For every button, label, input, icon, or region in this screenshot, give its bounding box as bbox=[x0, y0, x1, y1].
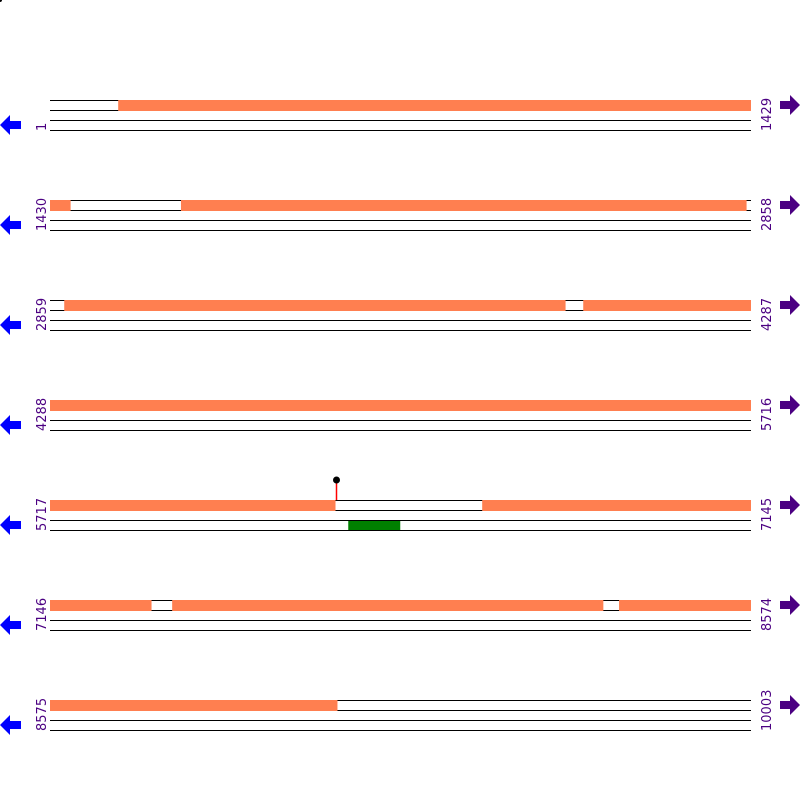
feature-segment[interactable] bbox=[180, 200, 747, 211]
lollipop-head[interactable] bbox=[333, 476, 340, 484]
row-start-label: 5717 bbox=[35, 498, 50, 531]
feature-segment[interactable] bbox=[482, 500, 751, 511]
arrow-right-icon[interactable] bbox=[780, 695, 800, 715]
feature-segment[interactable] bbox=[50, 500, 336, 511]
feature-segment[interactable] bbox=[172, 600, 604, 611]
row-end-label: 2858 bbox=[760, 198, 775, 231]
row-start-label: 2859 bbox=[35, 298, 50, 331]
arrow-right-icon[interactable] bbox=[780, 295, 800, 315]
arrow-left-icon[interactable] bbox=[0, 615, 21, 635]
row-start-label: 1 bbox=[35, 123, 50, 131]
row-start-label: 7146 bbox=[35, 598, 50, 631]
feature-segment[interactable] bbox=[64, 300, 566, 311]
arrow-left-icon[interactable] bbox=[0, 115, 21, 135]
sequence-row: 2859 4287 bbox=[0, 295, 800, 335]
arrow-right-icon[interactable] bbox=[780, 95, 800, 115]
sequence-row: 4288 5716 bbox=[0, 395, 800, 435]
arrow-right-icon[interactable] bbox=[780, 395, 800, 415]
sequence-row: 1430 2858 bbox=[0, 195, 800, 235]
sequence-row: 8575 10003 bbox=[0, 690, 800, 735]
sequence-row: 5717 7145 bbox=[0, 476, 800, 535]
row-end-label: 8574 bbox=[760, 598, 775, 631]
feature-segment[interactable] bbox=[50, 400, 751, 411]
marker-segment[interactable] bbox=[348, 520, 401, 530]
feature-segment[interactable] bbox=[50, 600, 152, 611]
feature-segment[interactable] bbox=[118, 100, 752, 111]
sequence-row: 7146 8574 bbox=[0, 595, 800, 635]
feature-segment[interactable] bbox=[50, 200, 71, 211]
arrow-left-icon[interactable] bbox=[0, 315, 21, 335]
arrow-left-icon[interactable] bbox=[0, 515, 21, 535]
arrow-left-icon[interactable] bbox=[0, 415, 21, 435]
arrow-right-icon[interactable] bbox=[780, 195, 800, 215]
row-end-label: 4287 bbox=[760, 298, 775, 331]
row-end-label: 10003 bbox=[760, 690, 775, 731]
feature-segment[interactable] bbox=[583, 300, 751, 311]
arrow-left-icon[interactable] bbox=[0, 215, 21, 235]
row-end-label: 1429 bbox=[760, 98, 775, 131]
arrow-right-icon[interactable] bbox=[780, 595, 800, 615]
row-start-label: 4288 bbox=[35, 398, 50, 431]
row-start-label: 1430 bbox=[35, 198, 50, 231]
feature-segment[interactable] bbox=[619, 600, 751, 611]
arrow-right-icon[interactable] bbox=[780, 495, 800, 515]
sequence-row: 1 1429 bbox=[0, 95, 800, 135]
arrow-left-icon[interactable] bbox=[0, 715, 21, 735]
corner-dot bbox=[0, 0, 2, 2]
row-start-label: 8575 bbox=[35, 698, 50, 731]
row-end-label: 5716 bbox=[760, 398, 775, 431]
feature-segment[interactable] bbox=[50, 700, 338, 711]
row-end-label: 7145 bbox=[760, 498, 775, 531]
